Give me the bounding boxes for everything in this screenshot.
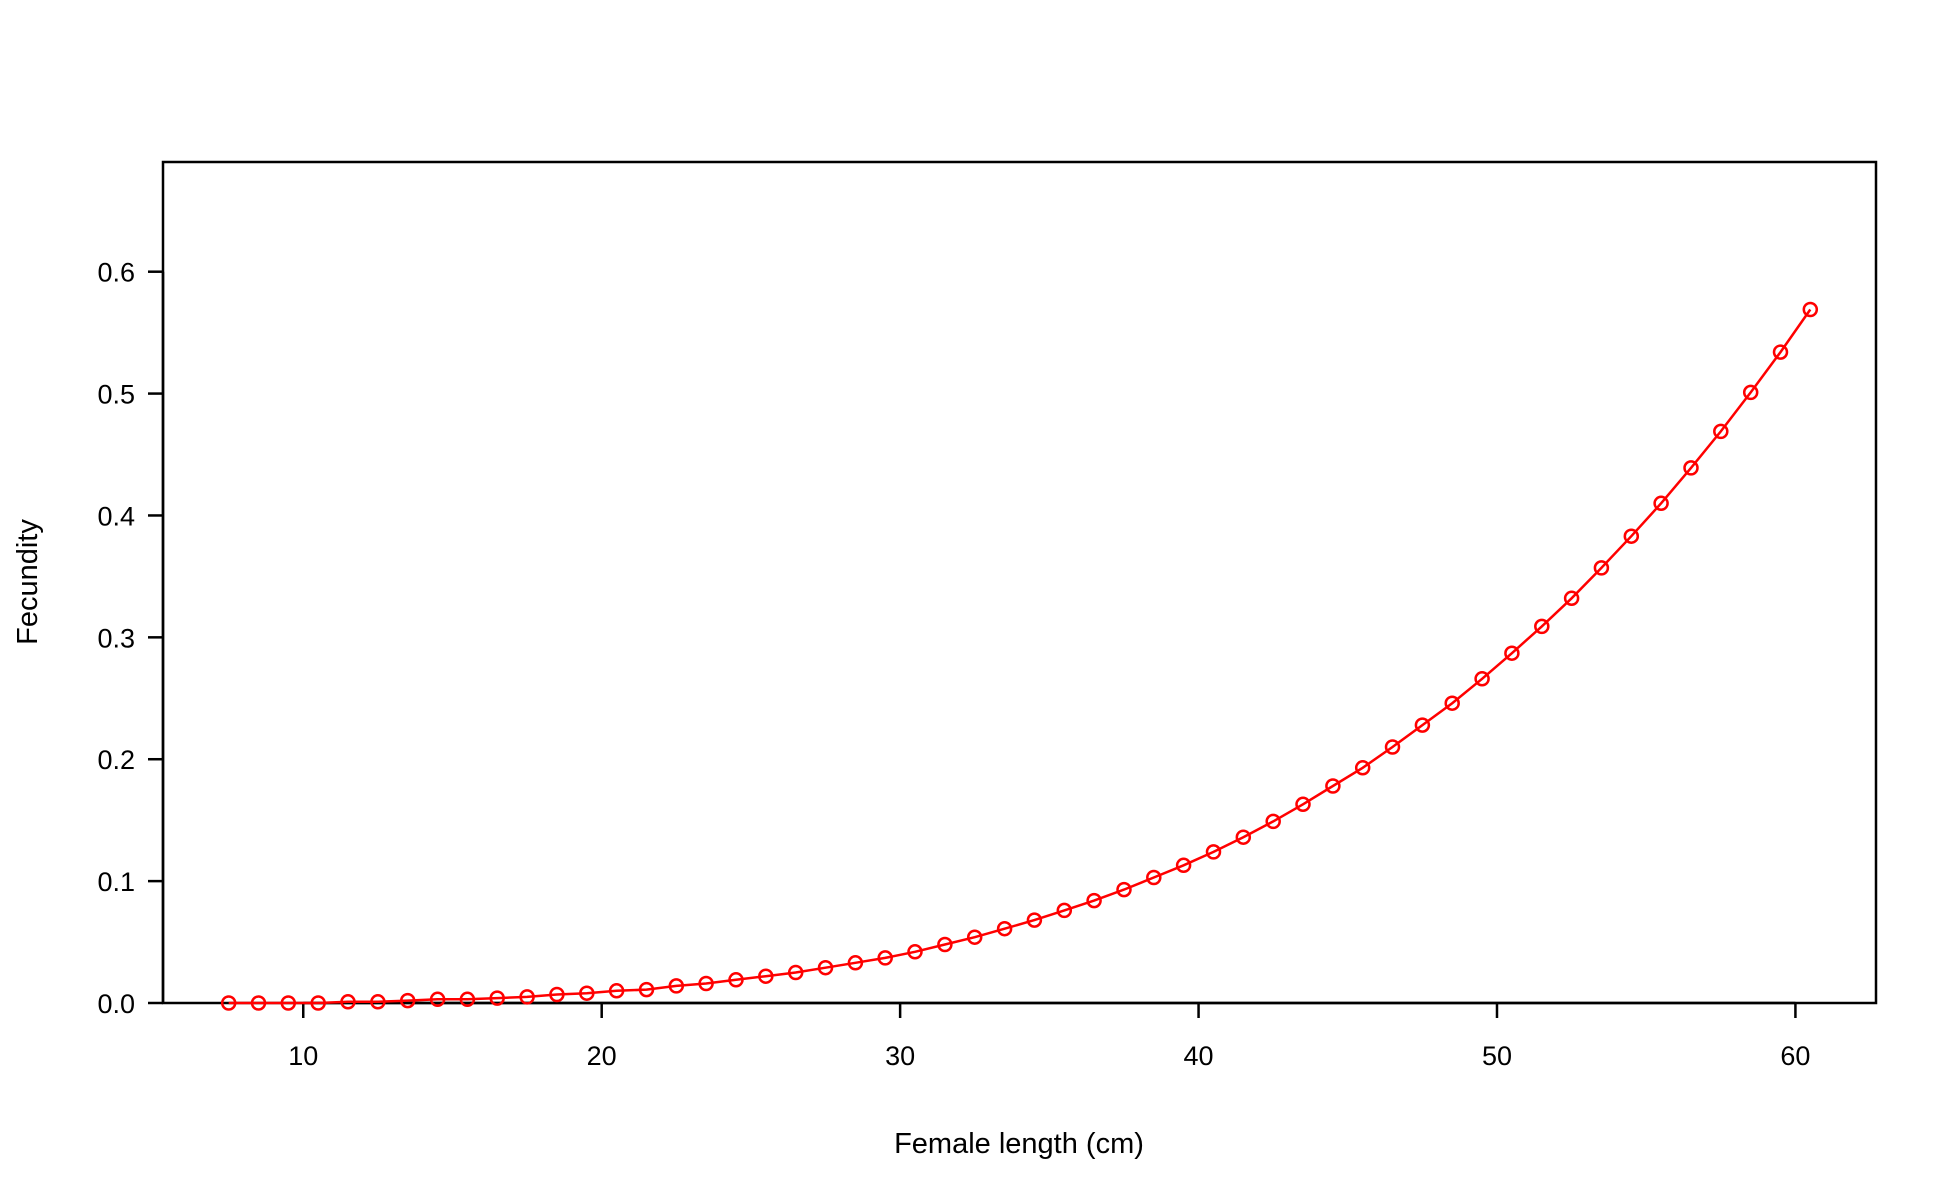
x-axis: 10 20 30 40 50 60 (288, 1001, 1810, 1071)
data-point (250, 995, 267, 1011)
data-point (1146, 869, 1162, 886)
data-point (1563, 590, 1580, 607)
data-point (1175, 857, 1192, 874)
data-points (220, 301, 1819, 1011)
data-point (1056, 902, 1073, 919)
data-point (1384, 739, 1401, 755)
data-point (370, 994, 386, 1010)
data-point (907, 944, 923, 960)
data-point (937, 936, 953, 953)
data-point (310, 995, 326, 1011)
data-point (280, 995, 297, 1011)
x-tick-label: 20 (587, 1041, 617, 1071)
y-tick-label: 0.3 (97, 623, 135, 653)
data-point (638, 981, 655, 998)
data-point (1713, 423, 1729, 440)
data-point (1444, 695, 1460, 711)
x-tick-label: 30 (885, 1041, 915, 1071)
y-tick-label: 0.6 (97, 258, 135, 288)
plot-frame (161, 160, 1878, 1005)
data-point (1295, 796, 1311, 813)
data-point (459, 991, 476, 1008)
data-point (220, 995, 237, 1011)
data-point (668, 978, 685, 994)
data-point (549, 986, 565, 1003)
data-point (1742, 384, 1759, 401)
y-tick-label: 0.4 (97, 501, 135, 531)
data-point (1325, 778, 1341, 794)
data-point (1593, 560, 1610, 576)
data-point (817, 959, 834, 976)
x-axis-title: Female length (cm) (894, 1128, 1144, 1160)
data-point (1534, 618, 1550, 635)
x-tick-label: 40 (1184, 1041, 1214, 1071)
data-point (340, 994, 356, 1010)
data-point (728, 972, 744, 988)
data-point (1623, 528, 1640, 544)
data-point (399, 992, 416, 1009)
data-point (519, 989, 535, 1005)
data-point (1086, 892, 1102, 909)
data-point (1265, 813, 1281, 830)
x-tick-label: 60 (1780, 1041, 1810, 1071)
data-point (1235, 829, 1252, 845)
data-point (579, 985, 595, 1001)
y-axis-title: Fecundity (12, 519, 44, 645)
y-tick-label: 0.2 (97, 745, 135, 775)
data-point (1802, 301, 1819, 318)
data-point (996, 920, 1013, 937)
data-point (1683, 460, 1699, 476)
data-point (489, 990, 505, 1006)
data-point (847, 955, 864, 971)
data-point (1414, 717, 1431, 733)
y-tick-label: 0.5 (97, 380, 135, 410)
data-point (1772, 344, 1789, 360)
data-point (1116, 881, 1132, 898)
data-point (758, 968, 774, 984)
data-point (1474, 671, 1490, 687)
data-point (698, 975, 714, 992)
y-tick-label: 0.0 (97, 989, 135, 1019)
x-tick-label: 50 (1482, 1041, 1512, 1071)
data-point (877, 950, 893, 966)
data-point (787, 964, 804, 981)
series-line (228, 308, 1812, 1005)
data-point (1504, 645, 1520, 661)
data-point (1653, 495, 1669, 512)
data-point (1026, 912, 1043, 928)
data-point (608, 983, 625, 999)
y-axis: 0.0 0.1 0.2 0.3 0.4 0.5 0.6 (97, 258, 165, 1019)
data-point (1354, 760, 1371, 776)
data-point (1205, 844, 1222, 860)
data-point (429, 991, 446, 1008)
x-tick-label: 10 (288, 1041, 318, 1071)
y-tick-label: 0.1 (97, 867, 135, 897)
data-point (966, 929, 983, 945)
